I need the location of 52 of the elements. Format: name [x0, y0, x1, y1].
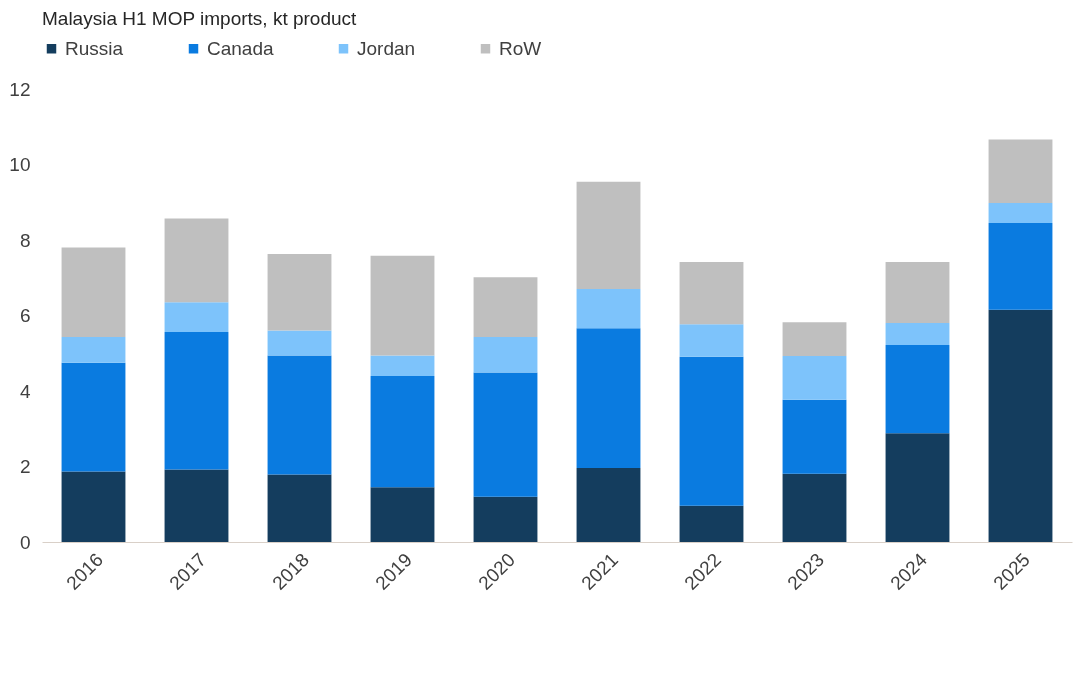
y-tick-label: 2 [19, 456, 31, 477]
y-tick-label: 4 [19, 380, 31, 402]
bar [267, 474, 332, 542]
bar [988, 139, 1053, 204]
bar [679, 356, 744, 506]
chart-title: Malaysia H1 MOP imports, kt product [42, 8, 358, 29]
bar [267, 330, 332, 356]
bar [679, 505, 744, 542]
bar [576, 328, 641, 469]
bar [576, 468, 641, 542]
bar [576, 289, 641, 329]
y-tick-label: 0 [19, 531, 31, 553]
bar [473, 337, 538, 373]
legend-label: RoW [499, 37, 542, 59]
bar [473, 372, 538, 497]
bar [370, 355, 435, 376]
bar [885, 344, 950, 434]
bar [370, 255, 435, 356]
legend-label: Jordan [357, 37, 416, 59]
bar [267, 253, 332, 331]
bar [61, 337, 126, 363]
y-tick-label: 10 [9, 154, 31, 175]
bar [164, 332, 229, 470]
bar [61, 247, 126, 338]
legend-label: Canada [207, 37, 274, 59]
bar [61, 471, 126, 542]
bar [473, 496, 538, 542]
legend-label: Russia [65, 37, 124, 59]
y-tick-label: 8 [19, 229, 31, 251]
bar [885, 261, 950, 324]
bar [782, 399, 847, 474]
bar [679, 324, 744, 357]
y-tick-label: 12 [9, 78, 31, 100]
bar [988, 203, 1053, 224]
bar [885, 323, 950, 345]
bar [164, 302, 229, 333]
bar [988, 309, 1053, 542]
bar [679, 261, 744, 325]
bar [782, 322, 847, 356]
bar [782, 473, 847, 542]
bar [988, 223, 1053, 310]
bar [164, 218, 229, 303]
bar [782, 355, 847, 400]
bar [164, 469, 229, 542]
y-tick-label: 6 [19, 305, 31, 326]
bar [370, 487, 435, 542]
bar [267, 355, 332, 475]
bar [61, 362, 126, 472]
bar [885, 433, 950, 542]
bar [370, 375, 435, 488]
bar [576, 181, 641, 290]
bar [473, 277, 538, 338]
